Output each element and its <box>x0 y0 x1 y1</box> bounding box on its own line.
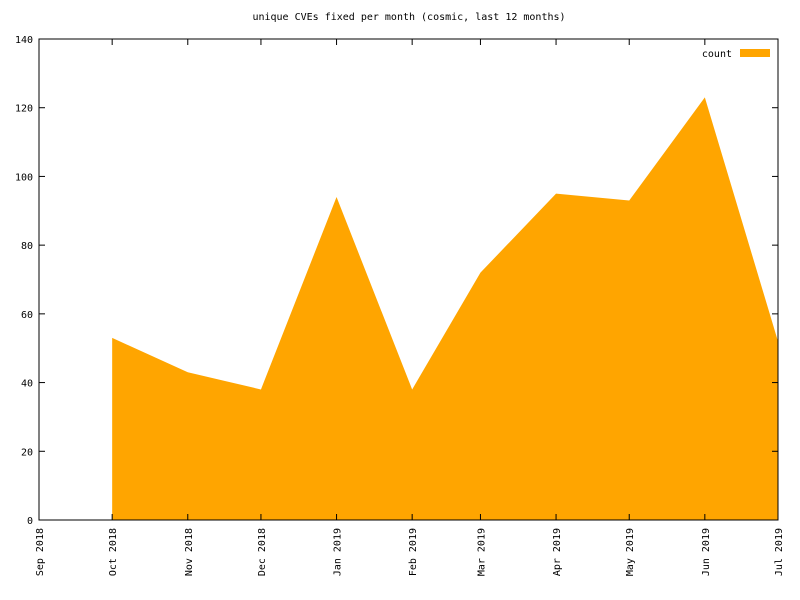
x-tick-label: Jul 2019 <box>774 528 785 576</box>
y-tick-label: 140 <box>15 35 33 46</box>
legend-swatch <box>740 49 770 57</box>
legend-label: count <box>702 49 732 60</box>
y-tick-label: 80 <box>21 241 33 252</box>
x-tick-label: Mar 2019 <box>476 528 487 576</box>
x-tick-label: Jun 2019 <box>701 528 712 576</box>
x-tick-label: Feb 2019 <box>408 528 419 576</box>
y-tick-label: 0 <box>27 516 33 527</box>
x-tick-label: May 2019 <box>625 528 636 576</box>
x-tick-label: Dec 2018 <box>257 528 268 576</box>
y-tick-label: 20 <box>21 447 33 458</box>
area <box>112 97 778 521</box>
chart-title: unique CVEs fixed per month (cosmic, las… <box>252 12 565 23</box>
x-tick-label: Nov 2018 <box>184 528 195 576</box>
y-tick-label: 40 <box>21 379 33 390</box>
x-tick-label: Apr 2019 <box>552 528 563 576</box>
y-tick-label: 60 <box>21 310 33 321</box>
y-tick-label: 120 <box>15 104 33 115</box>
y-tick-label: 100 <box>15 172 33 183</box>
x-tick-label: Sep 2018 <box>35 528 46 576</box>
plot-frame <box>38 38 779 521</box>
x-tick-label: Oct 2018 <box>108 528 119 576</box>
x-tick-label: Jan 2019 <box>333 528 344 576</box>
